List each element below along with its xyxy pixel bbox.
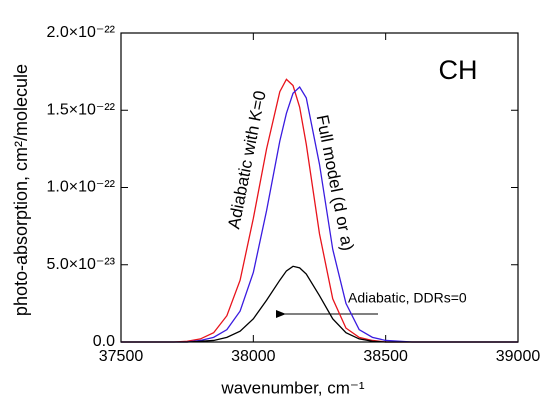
series-annotation: Adiabatic, DDRs=0 xyxy=(348,290,467,306)
x-tick-label: 38000 xyxy=(231,348,276,365)
x-axis-label: wavenumber, cm⁻¹ xyxy=(220,378,364,397)
x-tick-label: 39000 xyxy=(496,348,541,365)
y-tick-label: 5.0×10⁻²³ xyxy=(47,256,116,273)
series-annotation: Adiabatic with K=0 xyxy=(224,89,269,230)
chart-title: CH xyxy=(439,55,478,85)
y-tick-label: 2.0×10⁻²² xyxy=(47,24,116,41)
y-tick-label: 1.0×10⁻²² xyxy=(47,179,116,196)
series-line xyxy=(121,265,518,343)
y-tick-label: 0.0 xyxy=(93,333,115,350)
x-tick-label: 38500 xyxy=(363,348,408,365)
x-tick-label: 37500 xyxy=(99,348,144,365)
y-tick-label: 1.5×10⁻²² xyxy=(47,101,116,118)
y-axis-label: photo-absorption, cm²/molecule xyxy=(11,64,31,316)
